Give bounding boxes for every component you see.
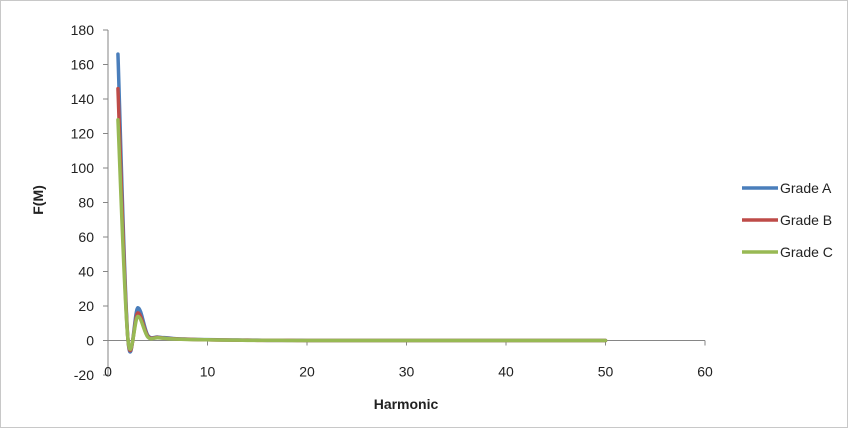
tick-labels: -20 0 20 40 60 80 100 120 140 160 180 0 10 20 30 40 50 60 [71,22,713,383]
series-line-grade-a [116,52,608,354]
y-tick-label: 100 [71,160,95,176]
y-tick-label: 60 [78,229,94,245]
x-tick-label: 0 [104,364,112,380]
y-tick-label: 0 [86,333,94,349]
y-axis-title: F(M) [30,185,46,215]
axes [103,29,706,376]
x-tick-label: 50 [598,364,614,380]
x-tick-label: 60 [697,364,713,380]
x-tick-label: 20 [299,364,315,380]
series-line-grade-b [116,86,608,353]
y-tick-label: 120 [71,126,95,142]
x-tick-label: 30 [399,364,415,380]
legend-label-grade-a: Grade A [780,180,832,196]
legend-label-grade-b: Grade B [780,212,832,228]
y-tick-label: 20 [78,298,94,314]
y-tick-label: 40 [78,264,94,280]
y-tick-label: 160 [71,57,95,73]
y-tick-label: 140 [71,91,95,107]
series-lines [116,52,608,354]
x-tick-label: 40 [498,364,514,380]
y-tick-label: 80 [78,195,94,211]
y-tick-label: 180 [71,22,95,38]
series-line-grade-c [116,117,608,351]
legend-label-grade-c: Grade C [780,244,833,260]
legend: Grade A Grade B Grade C [742,180,833,260]
x-axis-title: Harmonic [374,396,439,412]
x-tick-label: 10 [200,364,216,380]
y-tick-label: -20 [74,367,94,383]
